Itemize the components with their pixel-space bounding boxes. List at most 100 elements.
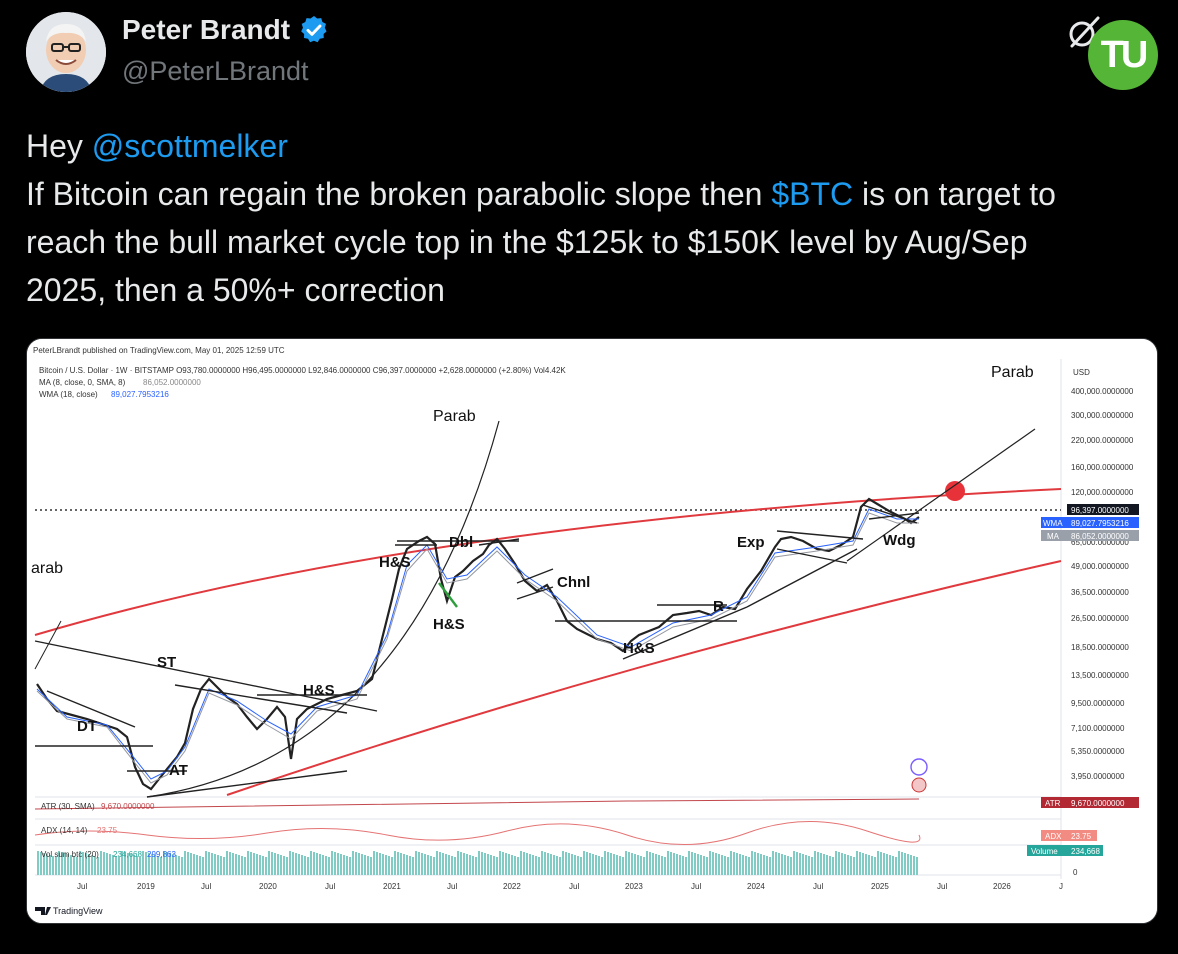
flag-icon[interactable] xyxy=(911,777,927,793)
volume-bar xyxy=(745,856,747,875)
volume-bar xyxy=(217,855,219,875)
volume-bar xyxy=(808,856,810,875)
annotation-hs-2021a: H&S xyxy=(379,554,411,571)
volume-bar xyxy=(361,854,363,875)
volume-bar xyxy=(364,855,366,875)
volume-bar xyxy=(331,851,333,875)
author-handle[interactable]: @PeterLBrandt xyxy=(122,56,309,86)
volume-bar xyxy=(109,854,111,875)
volume-bar xyxy=(445,854,447,875)
tweet-text-segment: If Bitcoin can regain the broken parabol… xyxy=(26,176,772,212)
lightning-icon[interactable] xyxy=(910,758,928,776)
volume-bar xyxy=(76,857,78,875)
volume-bar xyxy=(400,853,402,875)
volume-bar xyxy=(694,853,696,875)
volume-bar xyxy=(583,851,585,875)
cashtag-link[interactable]: $BTC xyxy=(771,176,854,212)
volume-bar xyxy=(436,851,438,875)
volume-bar xyxy=(112,855,114,875)
volume-bar xyxy=(589,853,591,875)
volume-bar xyxy=(49,855,51,875)
volume-bar xyxy=(307,857,309,875)
target-marker-dot xyxy=(945,481,965,501)
volume-bar xyxy=(280,855,282,875)
ma-badge-label: MA xyxy=(1047,532,1060,541)
volume-bar xyxy=(889,855,891,875)
volume-bar xyxy=(706,857,708,875)
last-price-badge xyxy=(1067,504,1139,515)
volume-bar xyxy=(784,855,786,875)
volume-bar xyxy=(250,852,252,875)
volume-bar xyxy=(154,855,156,875)
volume-bar xyxy=(472,856,474,875)
volume-bar xyxy=(868,855,870,875)
volume-bar xyxy=(196,855,198,875)
volume-bar xyxy=(451,856,453,875)
volume-bar xyxy=(382,854,384,875)
volume-bar xyxy=(463,853,465,875)
volume-bar xyxy=(748,857,750,875)
volume-bar xyxy=(346,856,348,875)
chart-published-info: PeterLBrandt published on TradingView.co… xyxy=(33,346,285,355)
volume-bar xyxy=(826,855,828,875)
volume-bar xyxy=(556,856,558,875)
volume-bar xyxy=(70,855,72,875)
volume-bar xyxy=(517,857,519,875)
volume-badge-label: Volume xyxy=(1031,847,1058,856)
volume-bar xyxy=(916,857,918,875)
volume-bar xyxy=(289,851,291,875)
author-name[interactable]: Peter Brandt xyxy=(122,14,291,45)
volume-bar xyxy=(322,855,324,875)
volume-bar xyxy=(367,856,369,875)
adx-badge-value: 23.75 xyxy=(1071,832,1092,841)
avatar-illustration xyxy=(26,12,106,92)
volume-bar xyxy=(58,851,60,875)
volume-bar xyxy=(349,857,351,875)
annotation-parab-right: Parab xyxy=(991,364,1034,381)
volume-bar xyxy=(85,853,87,875)
time-tick: Jul xyxy=(447,882,457,891)
volume-bar xyxy=(595,855,597,875)
volume-bar xyxy=(520,851,522,875)
volume-bar xyxy=(394,851,396,875)
atr-legend: ATR (30, SMA) xyxy=(41,802,95,811)
volume-bars xyxy=(37,851,918,875)
volume-bar xyxy=(616,855,618,875)
volume-bar xyxy=(802,854,804,875)
annotation-st: ST xyxy=(157,654,176,671)
volume-bar xyxy=(226,851,228,875)
volume-bar xyxy=(298,854,300,875)
volume-bar xyxy=(202,857,204,875)
volume-bar xyxy=(673,853,675,875)
adx-badge-label: ADX xyxy=(1045,832,1062,841)
mention-link[interactable]: @scottmelker xyxy=(91,128,288,164)
volume-bar xyxy=(805,855,807,875)
grok-icon[interactable] xyxy=(1066,14,1102,50)
volume-bar xyxy=(871,856,873,875)
volume-bar xyxy=(343,855,345,875)
volume-bar xyxy=(67,854,69,875)
volume-bar xyxy=(559,857,561,875)
author-avatar[interactable] xyxy=(26,12,106,92)
volume-bar xyxy=(427,855,429,875)
volume-bar xyxy=(415,851,417,875)
volume-bar xyxy=(553,855,555,875)
parabola-line-left xyxy=(34,620,62,670)
volume-bar xyxy=(490,855,492,875)
last-price-value: 96,397.0000000 xyxy=(1071,506,1129,515)
atr-badge xyxy=(1041,797,1067,808)
volume-bar xyxy=(772,851,774,875)
volume-bar xyxy=(433,857,435,875)
volume-bar xyxy=(742,855,744,875)
tweet-line-1: Hey @scottmelker xyxy=(26,122,1166,170)
ma-legend-value: 86,052.0000000 xyxy=(143,378,201,387)
volume-bar xyxy=(124,852,126,875)
volume-bar xyxy=(376,852,378,875)
volume-bar xyxy=(379,853,381,875)
chart-image-card[interactable]: PeterLBrandt published on TradingView.co… xyxy=(26,338,1158,924)
tweet-line-3: reach the bull market cycle top in the $… xyxy=(26,224,1028,260)
tweet-text-segment: is on target to xyxy=(853,176,1056,212)
vol-legend: Vol sum btc (20) xyxy=(41,850,99,859)
price-tick: 65,000.0000000 xyxy=(1071,538,1129,547)
volume-bar xyxy=(355,852,357,875)
